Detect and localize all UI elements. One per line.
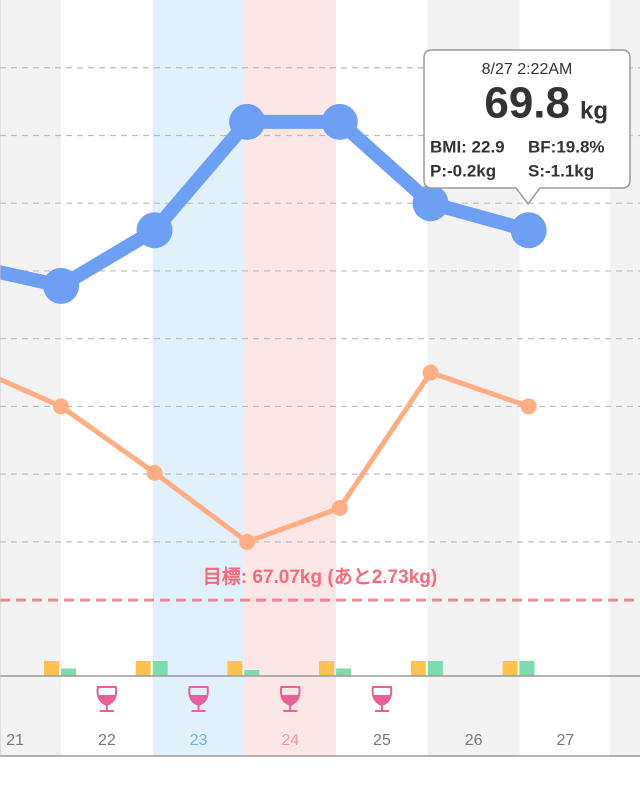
x-tick-label: 26	[465, 732, 483, 749]
tooltip-bf: BF:19.8%	[528, 137, 605, 156]
drink-icon	[371, 686, 393, 712]
activity-bar	[427, 661, 443, 676]
tooltip-s: S:-1.1kg	[528, 161, 594, 180]
x-tick-label: 25	[373, 732, 391, 749]
activity-bar	[152, 661, 168, 676]
series-point	[422, 364, 439, 381]
x-tick-label: 27	[556, 732, 574, 749]
series-point	[43, 267, 79, 304]
series-point	[146, 464, 163, 481]
series-point	[412, 185, 449, 222]
activity-bar	[244, 670, 260, 676]
activity-bar	[519, 661, 535, 676]
wine	[189, 695, 208, 705]
activity-bar	[61, 668, 76, 676]
tooltip-date: 8/27 2:22AM	[482, 61, 573, 78]
drink-icon	[96, 686, 118, 712]
series-point	[510, 212, 547, 249]
day-shade	[0, 0, 61, 756]
activity-bar	[319, 661, 335, 676]
tooltip: 8/27 2:22AM 69.8 kg BMI: 22.9 BF:19.8% P…	[423, 49, 631, 206]
drink-icon	[188, 686, 209, 712]
x-tick-label: 21	[6, 732, 24, 749]
tooltip-box	[423, 49, 631, 206]
x-tick-label: 22	[98, 732, 116, 749]
series-point	[53, 398, 69, 415]
activity-bar	[227, 661, 243, 676]
wine	[372, 695, 391, 705]
drink-icon	[279, 686, 301, 712]
series-point	[520, 398, 537, 415]
series-point	[229, 103, 266, 140]
series-point	[331, 500, 348, 517]
tooltip-unit: kg	[580, 97, 608, 124]
series-point	[136, 212, 173, 249]
tooltip-weight: 69.8	[484, 79, 570, 128]
tooltip-p: P:-0.2kg	[430, 161, 496, 180]
tooltip-bmi: BMI: 22.9	[430, 137, 505, 156]
series-point	[321, 103, 358, 140]
activity-bar	[336, 668, 352, 676]
day-shade	[61, 0, 153, 756]
series-point	[239, 533, 256, 550]
x-tick-label: 24	[281, 732, 299, 749]
wine	[97, 695, 116, 705]
x-tick-label: 23	[190, 732, 208, 749]
target-label: 目標: 67.07kg (あと2.73kg)	[203, 565, 437, 588]
activity-bar	[410, 661, 426, 676]
activity-bar	[135, 661, 151, 676]
wine	[281, 695, 300, 705]
day-shade	[152, 0, 245, 756]
activity-bar	[44, 661, 59, 676]
plot: 目標: 67.07kg (あと2.73kg)	[0, 103, 640, 712]
activity-bar	[502, 661, 518, 676]
